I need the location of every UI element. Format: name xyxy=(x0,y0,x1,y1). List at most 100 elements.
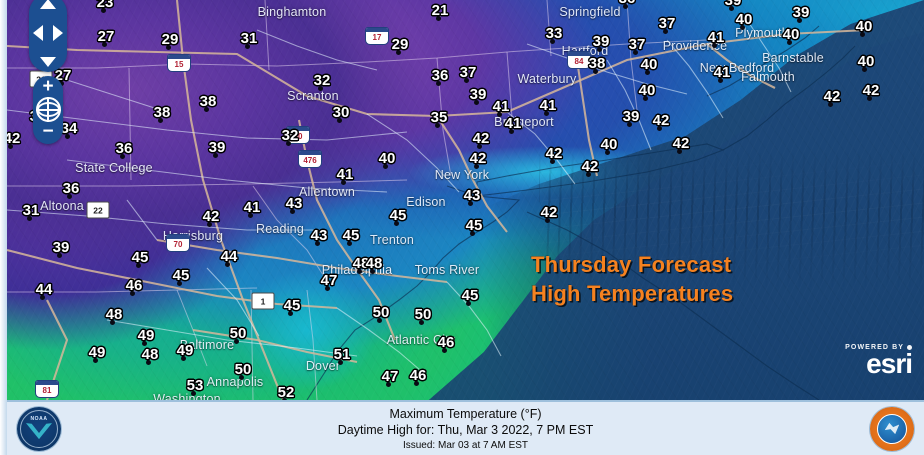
station-temperature-value: 36 xyxy=(619,0,636,6)
station-dot-icon xyxy=(662,28,668,34)
station-dot-icon xyxy=(467,200,473,206)
station-dot-icon xyxy=(739,24,745,30)
station-dot-icon xyxy=(203,106,209,112)
powered-by-label: POWERED BY xyxy=(845,344,904,352)
station-dot-icon xyxy=(180,355,186,361)
full-extent-globe-icon[interactable] xyxy=(35,97,61,122)
station-dot-icon xyxy=(604,149,610,155)
station-temperature-value: 45 xyxy=(465,217,483,234)
city-label: Allentown xyxy=(299,185,355,199)
station-dot-icon xyxy=(786,39,792,45)
station-temperature-value: 48 xyxy=(365,255,383,272)
station-temperature-value: 23 xyxy=(96,0,114,11)
station-temperature-value: 40 xyxy=(857,53,875,70)
station-dot-icon xyxy=(145,359,151,365)
zoom-out-button[interactable]: − xyxy=(42,121,54,142)
city-label: Reading xyxy=(256,222,304,236)
station-temperature-value: 45 xyxy=(342,227,360,244)
station-dot-icon xyxy=(469,230,475,236)
station-dot-icon xyxy=(324,285,330,291)
station-dot-icon xyxy=(66,193,72,199)
station-temperature-value: 43 xyxy=(285,195,303,212)
city-label: Bridgeport xyxy=(494,115,554,129)
station-dot-icon xyxy=(157,117,163,123)
station-temperature-value: 42 xyxy=(540,204,558,221)
station-dot-icon xyxy=(337,359,343,365)
station-dot-icon xyxy=(336,117,342,123)
station-dot-icon xyxy=(244,43,250,49)
station-temperature-value: 47 xyxy=(381,368,399,385)
station-dot-icon xyxy=(642,95,648,101)
station-temperature-value: 47 xyxy=(320,272,338,289)
station-dot-icon xyxy=(592,68,598,74)
station-temperature-value: 32 xyxy=(281,127,299,144)
station-dot-icon xyxy=(463,77,469,83)
station-temperature-value: 50 xyxy=(414,306,432,323)
city-label: Edison xyxy=(406,195,446,209)
station-temperature-value: 41 xyxy=(243,199,261,216)
station-temperature-value: 48 xyxy=(105,306,123,323)
pan-control[interactable] xyxy=(29,0,67,72)
city-label: Waterbury xyxy=(517,72,577,86)
station-temperature-value: 31 xyxy=(240,30,258,47)
station-dot-icon xyxy=(596,46,602,52)
map-title-overlay: Thursday Forecast High Temperatures xyxy=(531,250,733,309)
station-temperature-value: 42 xyxy=(862,82,880,99)
station-dot-icon xyxy=(418,319,424,325)
interstate-shield-icon: 476 xyxy=(298,150,322,168)
forecast-map[interactable]: Binghamton Springfield Plymouth Providence N… xyxy=(7,0,924,400)
station-dot-icon xyxy=(129,290,135,296)
page-left-frame xyxy=(0,0,7,455)
station-dot-icon xyxy=(434,122,440,128)
station-dot-icon xyxy=(441,347,447,353)
station-dot-icon xyxy=(314,240,320,246)
pan-left-icon[interactable] xyxy=(33,25,43,41)
station-dot-icon xyxy=(340,179,346,185)
zoom-control[interactable]: + − xyxy=(33,76,63,144)
zoom-in-button[interactable]: + xyxy=(42,76,54,97)
station-temperature-value: 21 xyxy=(431,2,449,19)
pan-right-icon[interactable] xyxy=(53,25,63,41)
station-temperature-value: 49 xyxy=(137,327,155,344)
station-dot-icon xyxy=(656,125,662,131)
esri-attribution: POWERED BY esri xyxy=(845,344,913,380)
route-number: 1 xyxy=(251,292,275,310)
station-dot-icon xyxy=(385,381,391,387)
esri-wordmark: esri xyxy=(866,348,913,380)
station-temperature-value: 40 xyxy=(735,11,753,28)
station-temperature-value: 42 xyxy=(202,208,220,225)
city-label: Binghamton xyxy=(257,5,327,19)
station-temperature-value: 37 xyxy=(459,64,477,81)
city-label: State College xyxy=(75,161,153,175)
station-dot-icon xyxy=(861,66,867,72)
interstate-shield-graphic: 80 xyxy=(286,126,310,144)
station-dot-icon xyxy=(717,77,723,83)
station-dot-icon xyxy=(543,110,549,116)
interstate-shield-graphic: 17 xyxy=(365,27,389,45)
station-temperature-value: 39 xyxy=(592,33,610,50)
station-dot-icon xyxy=(473,163,479,169)
station-dot-icon xyxy=(508,128,514,134)
station-temperature-value: 27 xyxy=(97,28,115,45)
station-temperature-value: 42 xyxy=(545,145,563,162)
station-temperature-value: 49 xyxy=(176,342,194,359)
pan-up-icon[interactable] xyxy=(40,0,56,9)
interstate-shield-icon: 81 xyxy=(35,380,59,398)
station-temperature-value: 39 xyxy=(622,108,640,125)
station-temperature-value: 46 xyxy=(437,334,455,351)
station-temperature-value: 32 xyxy=(313,72,331,89)
station-dot-icon xyxy=(109,319,115,325)
map-navigation-widget[interactable]: + − xyxy=(29,0,67,144)
station-temperature-value: 49 xyxy=(88,344,106,361)
station-dot-icon xyxy=(289,208,295,214)
station-dot-icon xyxy=(39,294,45,300)
station-temperature-value: 30 xyxy=(332,104,350,121)
station-dot-icon xyxy=(369,268,375,274)
station-temperature-value: 45 xyxy=(389,207,407,224)
station-dot-icon xyxy=(92,357,98,363)
station-dot-icon xyxy=(247,212,253,218)
station-dot-icon xyxy=(728,5,734,11)
pan-down-icon[interactable] xyxy=(40,57,56,67)
station-dot-icon xyxy=(626,121,632,127)
